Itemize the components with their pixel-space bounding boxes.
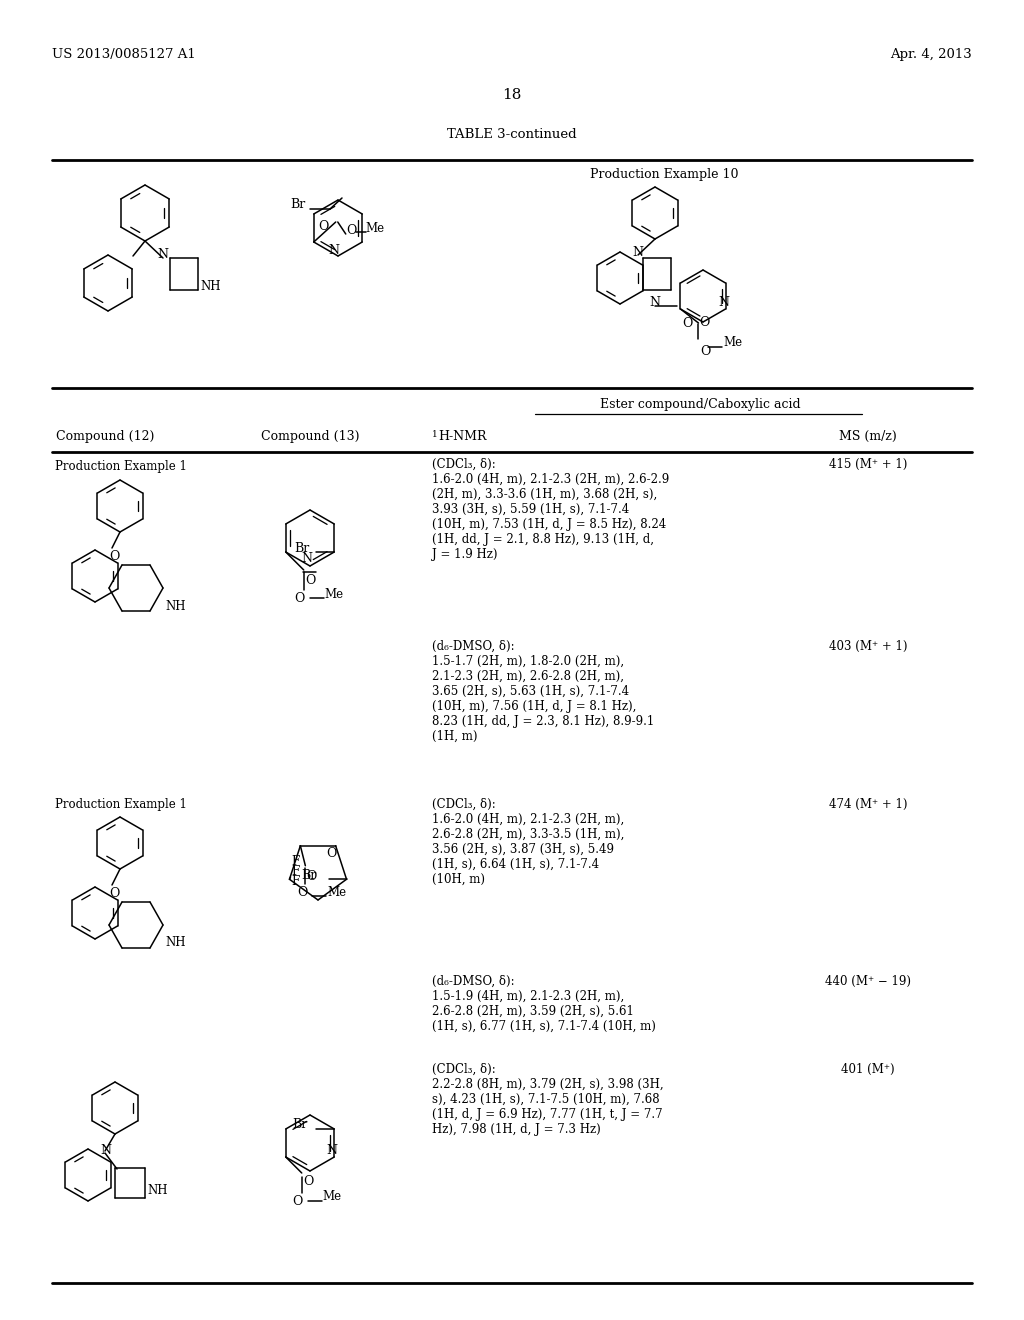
Text: F: F: [292, 875, 300, 888]
Text: Production Example 10: Production Example 10: [590, 168, 738, 181]
Text: NH: NH: [165, 936, 185, 949]
Text: O: O: [295, 591, 305, 605]
Text: O: O: [700, 345, 711, 358]
Text: MS (m/z): MS (m/z): [839, 430, 897, 444]
Text: Br: Br: [290, 198, 305, 211]
Text: N: N: [327, 1143, 338, 1156]
Text: Apr. 4, 2013: Apr. 4, 2013: [890, 48, 972, 61]
Text: Me: Me: [325, 587, 344, 601]
Text: Me: Me: [724, 337, 742, 350]
Text: Production Example 1: Production Example 1: [55, 459, 186, 473]
Text: 403 (M⁺ + 1): 403 (M⁺ + 1): [828, 640, 907, 653]
Text: (d₆-DMSO, δ):
1.5-1.7 (2H, m), 1.8-2.0 (2H, m),
2.1-2.3 (2H, m), 2.6-2.8 (2H, m): (d₆-DMSO, δ): 1.5-1.7 (2H, m), 1.8-2.0 (…: [432, 640, 654, 743]
Text: 1: 1: [432, 430, 437, 440]
Text: Compound (12): Compound (12): [56, 430, 155, 444]
Text: O: O: [682, 317, 692, 330]
Text: N: N: [100, 1143, 112, 1156]
Text: 440 (M⁺ − 19): 440 (M⁺ − 19): [825, 975, 911, 987]
Text: N: N: [158, 248, 169, 261]
Text: N: N: [329, 243, 340, 256]
Text: (CDCl₃, δ):
2.2-2.8 (8H, m), 3.79 (2H, s), 3.98 (3H,
s), 4.23 (1H, s), 7.1-7.5 (: (CDCl₃, δ): 2.2-2.8 (8H, m), 3.79 (2H, s…: [432, 1063, 664, 1137]
Text: O: O: [305, 574, 315, 587]
Text: 401 (M⁺): 401 (M⁺): [841, 1063, 895, 1076]
Text: Me: Me: [366, 222, 385, 235]
Text: O: O: [109, 887, 119, 900]
Text: O: O: [303, 1175, 313, 1188]
Text: F: F: [292, 865, 300, 878]
Text: F: F: [292, 855, 300, 867]
Text: Br: Br: [292, 1118, 307, 1131]
Text: Ester compound/Caboxylic acid: Ester compound/Caboxylic acid: [600, 399, 801, 411]
Text: O: O: [346, 223, 356, 236]
Text: Compound (13): Compound (13): [261, 430, 359, 444]
Text: 474 (M⁺ + 1): 474 (M⁺ + 1): [828, 799, 907, 810]
Text: US 2013/0085127 A1: US 2013/0085127 A1: [52, 48, 196, 61]
Text: O: O: [327, 846, 337, 859]
Text: NH: NH: [147, 1184, 168, 1196]
Text: O: O: [306, 870, 316, 883]
Text: (CDCl₃, δ):
1.6-2.0 (4H, m), 2.1-2.3 (2H, m), 2.6-2.9
(2H, m), 3.3-3.6 (1H, m), : (CDCl₃, δ): 1.6-2.0 (4H, m), 2.1-2.3 (2H…: [432, 458, 670, 561]
Text: N: N: [301, 553, 312, 565]
Text: NH: NH: [165, 599, 185, 612]
Text: O: O: [699, 317, 710, 330]
Text: H-NMR: H-NMR: [438, 430, 486, 444]
Text: N: N: [718, 297, 729, 309]
Text: Br: Br: [294, 541, 309, 554]
Text: (CDCl₃, δ):
1.6-2.0 (4H, m), 2.1-2.3 (2H, m),
2.6-2.8 (2H, m), 3.3-3.5 (1H, m),
: (CDCl₃, δ): 1.6-2.0 (4H, m), 2.1-2.3 (2H…: [432, 799, 625, 886]
Text: (d₆-DMSO, δ):
1.5-1.9 (4H, m), 2.1-2.3 (2H, m),
2.6-2.8 (2H, m), 3.59 (2H, s), 5: (d₆-DMSO, δ): 1.5-1.9 (4H, m), 2.1-2.3 (…: [432, 975, 656, 1034]
Text: 415 (M⁺ + 1): 415 (M⁺ + 1): [828, 458, 907, 471]
Text: TABLE 3-continued: TABLE 3-continued: [447, 128, 577, 141]
Text: N: N: [633, 246, 643, 259]
Text: O: O: [297, 886, 307, 899]
Text: O: O: [109, 550, 119, 564]
Text: Br: Br: [301, 869, 316, 882]
Text: N: N: [649, 296, 660, 309]
Text: NH: NH: [200, 280, 220, 293]
Text: 18: 18: [503, 88, 521, 102]
Text: O: O: [317, 219, 328, 232]
Text: Production Example 1: Production Example 1: [55, 799, 186, 810]
Text: Me: Me: [328, 886, 346, 899]
Text: O: O: [293, 1195, 303, 1208]
Text: Me: Me: [323, 1191, 342, 1204]
